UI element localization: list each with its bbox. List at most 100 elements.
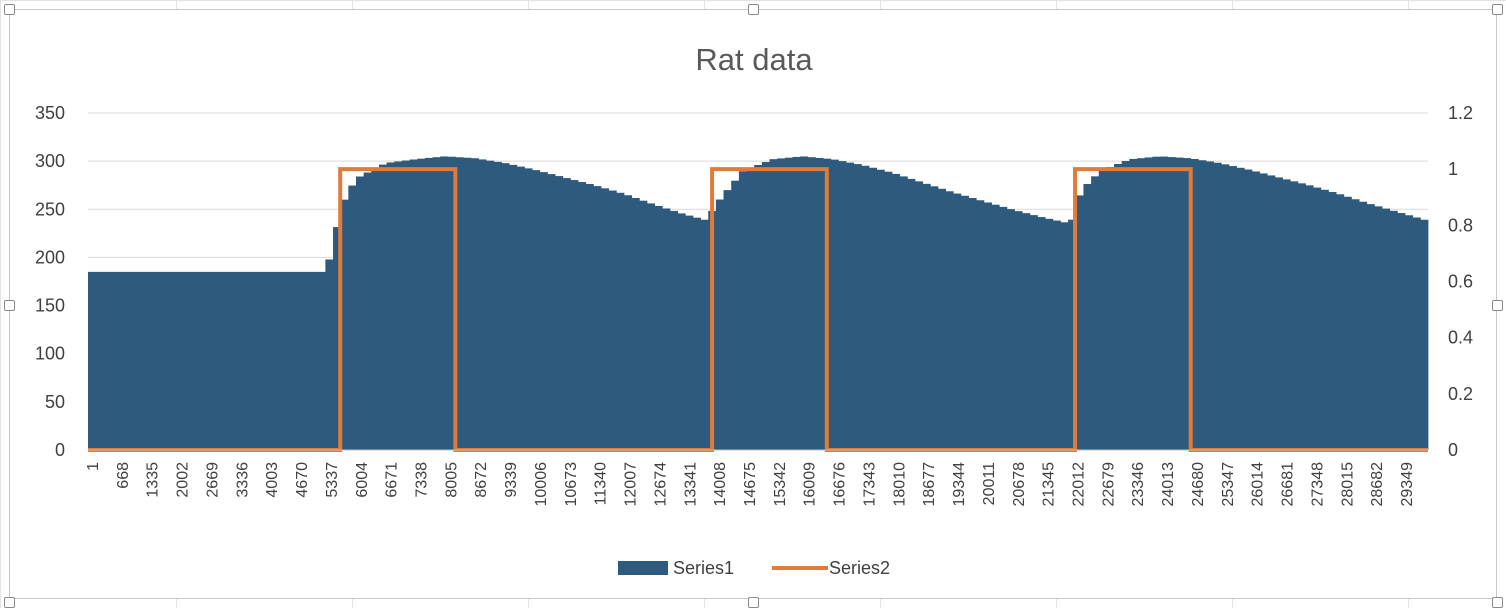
series1-bar: [937, 188, 946, 451]
series1-bars: [88, 156, 1429, 451]
series1-bar: [570, 180, 579, 451]
x-tick-label: 20678: [1011, 462, 1028, 507]
series1-bar: [156, 271, 165, 450]
series1-bar: [692, 217, 701, 450]
series1-bar: [1351, 199, 1360, 450]
series1-bar: [1420, 219, 1429, 450]
series1-bar: [578, 182, 587, 450]
series1-bar: [715, 199, 724, 450]
x-tick-label: 20011: [981, 462, 998, 505]
series1-bar: [1221, 164, 1230, 450]
series1-bar: [945, 191, 954, 450]
series1-bar: [470, 158, 479, 451]
series1-bar: [195, 271, 204, 450]
x-tick-label: 25347: [1220, 462, 1237, 507]
series1-bar: [1320, 189, 1329, 451]
series1-bar: [1328, 192, 1337, 450]
series1-bar: [884, 171, 893, 450]
series1-bar: [976, 200, 985, 450]
series1-bar: [1336, 194, 1345, 450]
series1-bar: [1290, 181, 1299, 451]
series1-bar: [118, 271, 127, 450]
series1-bar: [1267, 175, 1276, 451]
series1-bar: [1198, 160, 1207, 450]
series1-bar: [325, 259, 334, 450]
x-tick-label: 12674: [652, 462, 669, 507]
y-right-tick-label: 1: [1448, 159, 1458, 179]
series1-bar: [394, 161, 403, 450]
series1-bar: [1297, 183, 1306, 450]
series2-line: [88, 167, 1428, 452]
series1-bar: [225, 271, 234, 450]
y-left-tick-label: 150: [35, 296, 65, 316]
x-tick-label: 668: [115, 462, 132, 489]
series1-bar: [95, 271, 104, 450]
x-tick-label: 26014: [1250, 462, 1267, 507]
x-tick-label: 24680: [1190, 462, 1207, 507]
resize-handle-top-left[interactable]: [4, 4, 15, 15]
series1-bar: [294, 271, 303, 450]
series1-bar: [218, 271, 227, 450]
series1-bar: [187, 271, 196, 450]
series1-bar: [869, 167, 878, 450]
series1-bar: [1144, 157, 1153, 450]
x-tick-label: 1: [85, 462, 102, 471]
series1-bar: [677, 213, 686, 450]
x-tick-label: 21345: [1041, 462, 1058, 507]
series1-bar: [440, 156, 449, 450]
series1-bar: [401, 160, 410, 451]
series1-bar: [409, 159, 418, 451]
series1-bar: [1091, 176, 1100, 450]
y-left-tick-label: 0: [55, 440, 65, 460]
series1-bar: [754, 164, 763, 451]
series1-bar: [133, 271, 142, 450]
series1-bar: [593, 186, 602, 450]
series1-bar: [608, 190, 617, 451]
series1-bar: [1068, 219, 1077, 450]
series1-bar: [700, 219, 709, 450]
series1-bar: [1075, 195, 1084, 450]
x-tick-label: 22679: [1100, 462, 1117, 507]
series1-bar: [1152, 156, 1161, 450]
x-tick-label: 6004: [354, 462, 371, 498]
series1-bar: [378, 164, 388, 451]
series1-bar: [516, 166, 525, 450]
series1-bar: [1305, 185, 1314, 450]
series1-bar: [455, 157, 464, 451]
y-right-tick-label: 0.8: [1448, 215, 1473, 235]
legend-label-series2: Series2: [829, 558, 890, 578]
resize-handle-top[interactable]: [748, 4, 759, 15]
series1-bar: [654, 205, 663, 450]
series1-bar: [110, 271, 120, 450]
series1-bar: [356, 176, 365, 451]
series1-bar: [248, 271, 257, 450]
series1-bar: [1374, 206, 1383, 450]
series1-bar: [210, 271, 219, 450]
series1-bar: [333, 227, 342, 450]
x-tick-label: 14008: [712, 462, 729, 507]
y-right-tick-label: 1.2: [1448, 103, 1473, 123]
series1-bar: [1037, 217, 1046, 450]
x-tick-label: 9339: [503, 462, 520, 498]
series1-bar: [202, 271, 211, 450]
resize-handle-top-right[interactable]: [1492, 4, 1503, 15]
series1-bar: [172, 271, 181, 450]
x-tick-label: 1335: [145, 462, 162, 498]
x-tick-label: 2669: [205, 462, 222, 498]
series1-bar: [126, 271, 135, 450]
resize-handle-right[interactable]: [1492, 300, 1503, 311]
x-tick-label: 5337: [324, 462, 341, 498]
x-tick-label: 10673: [563, 462, 580, 507]
series1-bar: [463, 157, 472, 451]
resize-handle-left[interactable]: [4, 300, 15, 311]
y-left-tick-label: 50: [45, 392, 65, 412]
series1-bar: [784, 157, 793, 450]
x-tick-label: 11340: [593, 462, 610, 505]
series1-bar: [1382, 208, 1391, 450]
series1-bar: [509, 164, 518, 450]
series1-bar: [1098, 169, 1107, 450]
x-tick-label: 17343: [862, 462, 879, 507]
series1-bar: [417, 158, 426, 450]
x-tick-label: 28682: [1369, 462, 1386, 507]
series1-bar: [1022, 213, 1031, 450]
